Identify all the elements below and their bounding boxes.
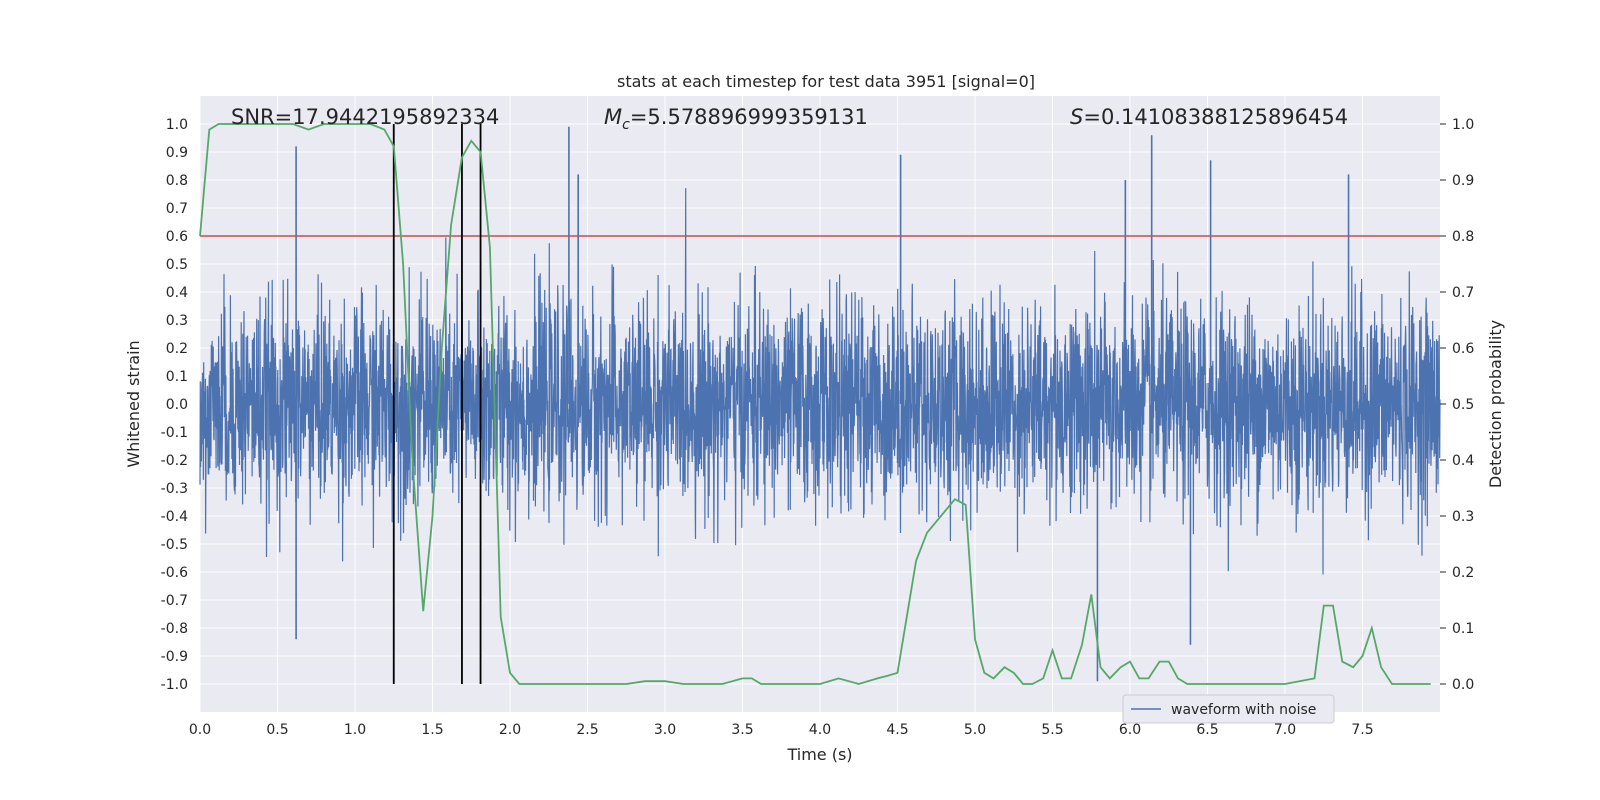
x-tick-label: 6.5 <box>1196 722 1218 738</box>
x-tick-label: 7.5 <box>1351 722 1373 738</box>
y-right-tick-label: 0.1 <box>1452 621 1474 637</box>
s-annotation: S=0.14108388125896454 <box>1070 105 1348 129</box>
chart-title: stats at each timestep for test data 395… <box>617 72 1035 91</box>
y-tick-label: 0.1 <box>166 369 188 385</box>
y-tick-label: 0.3 <box>166 313 188 329</box>
y-tick-label: -0.2 <box>161 453 188 469</box>
y-tick-label: -0.8 <box>161 621 188 637</box>
y-axis-ticks: 1.0 0.9 0.8 0.7 0.6 0.5 0.4 0.3 0.2 0.1 0.0 -0.1 -0.… <box>161 117 188 693</box>
y-tick-label: -0.4 <box>161 509 188 525</box>
y-right-axis-label: Detection probability <box>1486 320 1505 488</box>
x-tick-label: 5.5 <box>1041 722 1063 738</box>
y-tick-label: -0.6 <box>161 565 188 581</box>
mc-value: =5.578896999359131 <box>630 105 868 129</box>
s-value: =0.14108388125896454 <box>1083 105 1348 129</box>
y-axis-label: Whitened strain <box>124 340 143 467</box>
snr-annotation: SNR=17.9442195892334 <box>231 105 499 129</box>
waveform-series <box>199 126 1441 682</box>
y-right-tick-label: 0.2 <box>1452 565 1474 581</box>
y-right-tick-label: 0.6 <box>1452 341 1474 357</box>
x-axis-ticks: 0.0 0.5 1.0 1.5 2.0 2.5 3.0 3.5 4.0 4.5 5.0 5.5 6.0 6… <box>189 722 1374 738</box>
mc-symbol: M <box>604 105 622 129</box>
x-tick-label: 4.5 <box>886 722 908 738</box>
x-tick-label: 4.0 <box>809 722 831 738</box>
y-right-tick-label: 0.8 <box>1452 229 1474 245</box>
y-tick-label: -0.7 <box>161 593 188 609</box>
y-right-tick-label: 1.0 <box>1452 117 1474 133</box>
x-tick-label: 3.5 <box>731 722 753 738</box>
x-tick-label: 1.5 <box>421 722 443 738</box>
y-right-tick-label: 0.3 <box>1452 509 1474 525</box>
y-tick-label: 1.0 <box>166 117 188 133</box>
x-tick-label: 3.0 <box>654 722 676 738</box>
y-tick-label: 0.2 <box>166 341 188 357</box>
y-right-tick-label: 0.5 <box>1452 397 1474 413</box>
x-tick-label: 0.0 <box>189 722 211 738</box>
x-tick-label: 2.5 <box>576 722 598 738</box>
x-tick-label: 1.0 <box>344 722 366 738</box>
x-tick-label: 2.0 <box>499 722 521 738</box>
x-tick-label: 0.5 <box>266 722 288 738</box>
mc-subscript: c <box>622 117 630 133</box>
y-tick-label: -0.9 <box>161 649 188 665</box>
y-right-axis-ticks: 1.0 0.9 0.8 0.7 0.6 0.5 0.4 0.3 0.2 0.1 0.0 <box>1440 117 1474 693</box>
legend: waveform with noise <box>1122 694 1335 724</box>
s-symbol: S <box>1070 105 1083 129</box>
y-right-tick-label: 0.7 <box>1452 285 1474 301</box>
waveform-line <box>199 188 1441 575</box>
x-tick-label: 6.0 <box>1119 722 1141 738</box>
legend-box <box>1122 694 1335 724</box>
y-tick-label: 0.0 <box>166 397 188 413</box>
probability-line <box>199 123 1431 685</box>
y-tick-label: -1.0 <box>161 677 188 693</box>
y-tick-label: 0.8 <box>166 173 188 189</box>
y-tick-label: 0.4 <box>166 285 188 301</box>
y-tick-label: -0.3 <box>161 481 188 497</box>
event-markers <box>392 124 482 684</box>
detection-probability-series <box>199 123 1431 685</box>
y-right-tick-label: 0.9 <box>1452 173 1474 189</box>
y-right-tick-label: 0.4 <box>1452 453 1474 469</box>
y-tick-label: 0.6 <box>166 229 188 245</box>
x-tick-label: 5.0 <box>964 722 986 738</box>
y-tick-label: 0.9 <box>166 145 188 161</box>
y-tick-label: 0.7 <box>166 201 188 217</box>
legend-label: waveform with noise <box>1171 702 1316 718</box>
x-tick-label: 7.0 <box>1274 722 1296 738</box>
x-axis-label: Time (s) <box>786 745 852 764</box>
y-tick-label: -0.1 <box>161 425 188 441</box>
y-tick-label: 0.5 <box>166 257 188 273</box>
y-tick-label: -0.5 <box>161 537 188 553</box>
y-right-tick-label: 0.0 <box>1452 677 1474 693</box>
chirp-mass-annotation: Mc=5.578896999359131 <box>604 105 868 133</box>
